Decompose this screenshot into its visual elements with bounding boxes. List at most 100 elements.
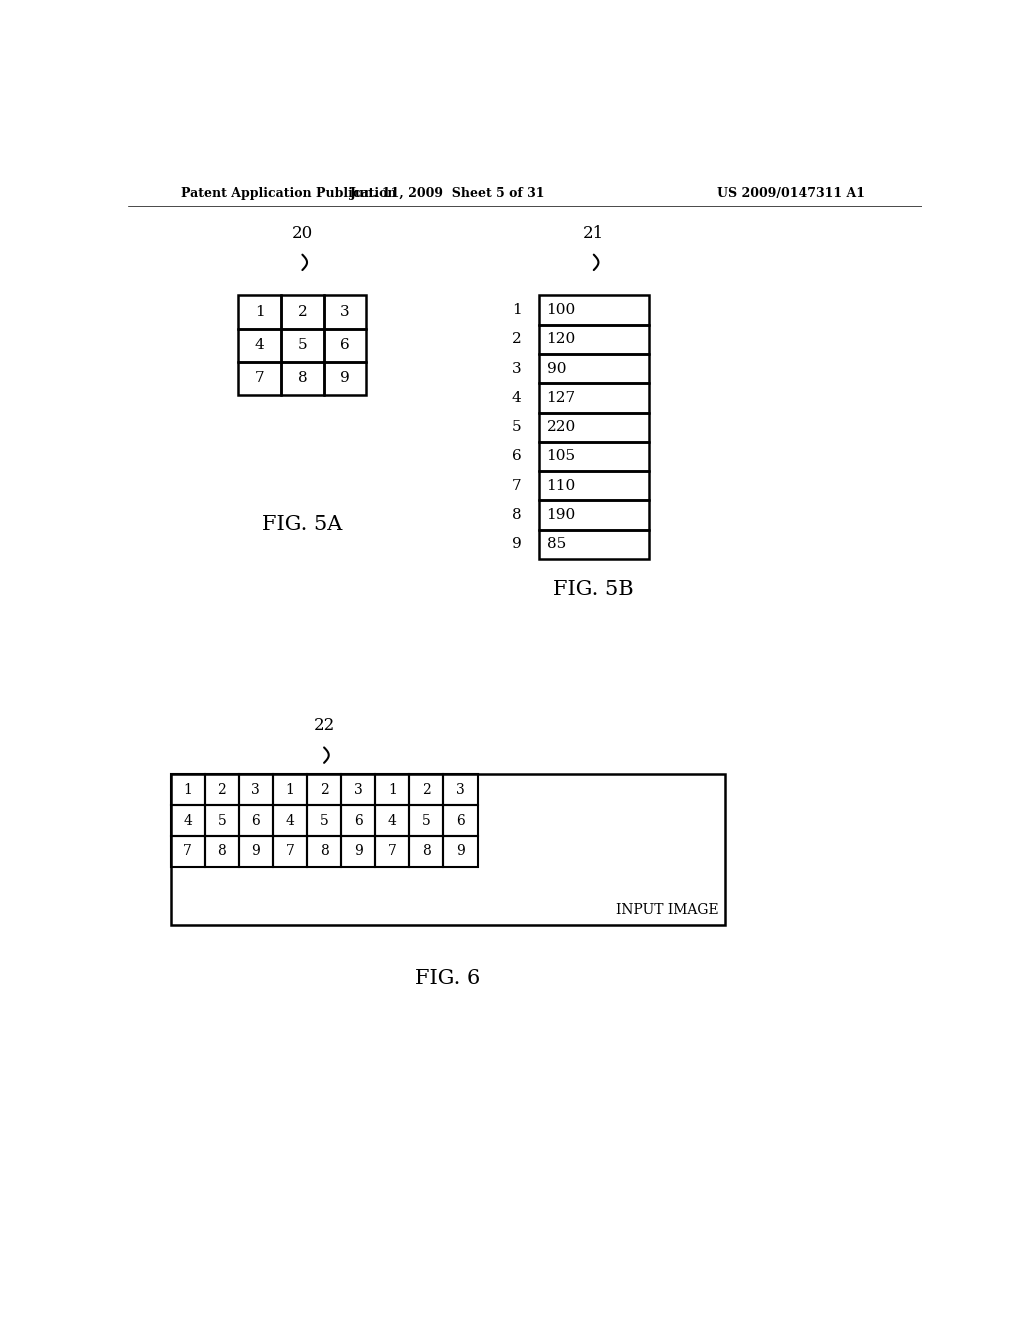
Bar — [171, 836, 205, 867]
Bar — [324, 329, 367, 362]
Text: 127: 127 — [547, 391, 575, 405]
Text: 7: 7 — [286, 845, 295, 858]
Text: 4: 4 — [512, 391, 521, 405]
Bar — [341, 775, 375, 805]
Text: 3: 3 — [252, 783, 260, 797]
Text: 85: 85 — [547, 537, 565, 552]
Text: 6: 6 — [512, 449, 521, 463]
Text: 2: 2 — [422, 783, 431, 797]
Text: 6: 6 — [354, 813, 362, 828]
Text: 190: 190 — [547, 508, 575, 521]
Bar — [281, 296, 324, 329]
Bar — [443, 775, 477, 805]
Bar — [307, 775, 341, 805]
Text: 6: 6 — [340, 338, 350, 352]
Text: 8: 8 — [217, 845, 226, 858]
Bar — [539, 471, 649, 500]
Text: 8: 8 — [512, 508, 521, 521]
Text: FIG. 6: FIG. 6 — [415, 969, 480, 987]
Bar — [205, 805, 239, 836]
Text: 8: 8 — [298, 371, 307, 385]
Text: 9: 9 — [512, 537, 521, 552]
Text: 5: 5 — [319, 813, 329, 828]
Text: 3: 3 — [512, 362, 521, 376]
Text: 3: 3 — [456, 783, 465, 797]
Bar — [239, 362, 281, 395]
Text: 21: 21 — [583, 224, 604, 242]
Text: 6: 6 — [252, 813, 260, 828]
Bar — [410, 805, 443, 836]
Text: 9: 9 — [456, 845, 465, 858]
Text: 5: 5 — [422, 813, 431, 828]
Bar — [443, 836, 477, 867]
Bar — [375, 836, 410, 867]
Text: 7: 7 — [183, 845, 193, 858]
Text: 1: 1 — [183, 783, 193, 797]
Text: 5: 5 — [512, 420, 521, 434]
Bar — [324, 296, 367, 329]
Bar — [341, 836, 375, 867]
Bar — [239, 329, 281, 362]
Bar — [273, 805, 307, 836]
Bar — [205, 836, 239, 867]
Bar — [539, 296, 649, 325]
Text: 3: 3 — [354, 783, 362, 797]
Text: 7: 7 — [388, 845, 396, 858]
Bar — [171, 805, 205, 836]
Bar — [410, 836, 443, 867]
Text: 1: 1 — [286, 783, 295, 797]
Text: 2: 2 — [217, 783, 226, 797]
Bar — [307, 805, 341, 836]
Bar — [273, 836, 307, 867]
Bar — [307, 836, 341, 867]
Bar — [539, 412, 649, 442]
Bar — [539, 500, 649, 529]
Bar — [375, 805, 410, 836]
Text: 7: 7 — [255, 371, 264, 385]
Text: 1: 1 — [388, 783, 396, 797]
Text: 20: 20 — [292, 224, 313, 242]
Bar — [239, 775, 273, 805]
Bar — [239, 836, 273, 867]
Text: 7: 7 — [512, 479, 521, 492]
Text: 4: 4 — [388, 813, 396, 828]
Text: 100: 100 — [547, 304, 575, 317]
Text: 5: 5 — [298, 338, 307, 352]
Text: 9: 9 — [340, 371, 350, 385]
Bar — [539, 383, 649, 412]
Text: 22: 22 — [313, 717, 335, 734]
Text: 1: 1 — [255, 305, 264, 319]
Bar — [273, 775, 307, 805]
Text: 2: 2 — [512, 333, 521, 346]
Text: 6: 6 — [456, 813, 465, 828]
Bar — [239, 805, 273, 836]
Bar — [410, 775, 443, 805]
Bar — [281, 329, 324, 362]
Text: 110: 110 — [547, 479, 575, 492]
Text: 2: 2 — [319, 783, 329, 797]
Text: Jun. 11, 2009  Sheet 5 of 31: Jun. 11, 2009 Sheet 5 of 31 — [349, 186, 545, 199]
Bar — [443, 805, 477, 836]
Text: 8: 8 — [422, 845, 431, 858]
Bar — [281, 362, 324, 395]
Text: 4: 4 — [183, 813, 193, 828]
Text: 5: 5 — [217, 813, 226, 828]
Bar — [171, 775, 205, 805]
Bar — [171, 775, 725, 924]
Bar — [341, 805, 375, 836]
Text: 4: 4 — [286, 813, 295, 828]
Bar — [539, 442, 649, 471]
Bar — [324, 362, 367, 395]
Bar — [539, 354, 649, 383]
Text: 9: 9 — [354, 845, 362, 858]
Text: Patent Application Publication: Patent Application Publication — [180, 186, 396, 199]
Text: 2: 2 — [298, 305, 307, 319]
Text: FIG. 5A: FIG. 5A — [262, 515, 343, 533]
Text: 105: 105 — [547, 449, 575, 463]
Bar — [239, 296, 281, 329]
Text: 1: 1 — [512, 304, 521, 317]
Text: US 2009/0147311 A1: US 2009/0147311 A1 — [717, 186, 865, 199]
Text: 120: 120 — [547, 333, 575, 346]
Bar — [375, 775, 410, 805]
Text: 90: 90 — [547, 362, 566, 376]
